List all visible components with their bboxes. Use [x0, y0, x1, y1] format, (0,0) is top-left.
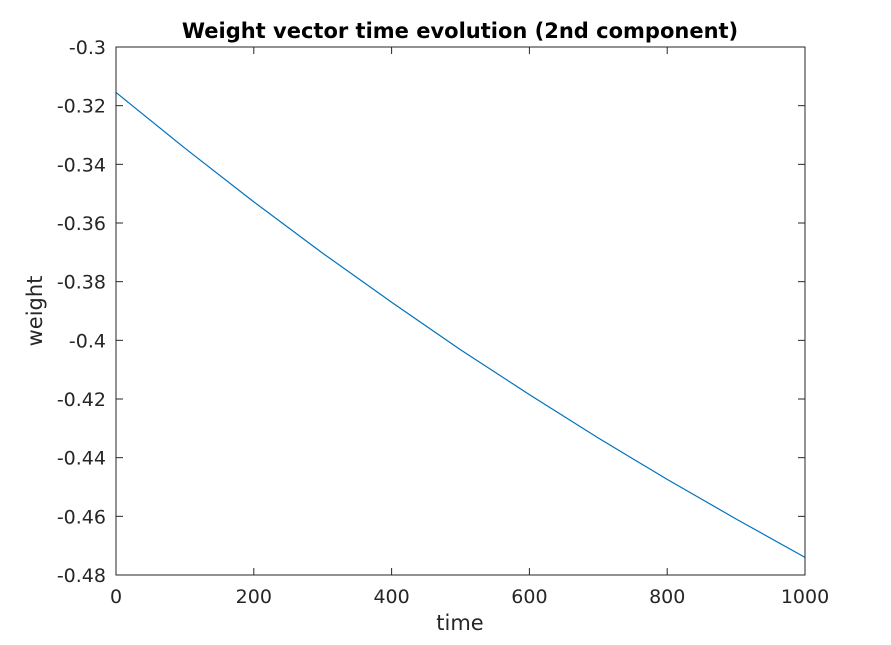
- y-axis: -0.3 -0.32 -0.34 -0.36 -0.38 -0.4 -0.42 -0.44 -0…: [57, 37, 805, 587]
- y-tick-label: -0.38: [57, 272, 106, 294]
- chart-title: Weight vector time evolution (2nd compon…: [182, 19, 738, 43]
- x-tick-label: 800: [649, 586, 685, 608]
- x-tick-label: 0: [110, 586, 122, 608]
- x-tick-label: 1000: [781, 586, 829, 608]
- x-tick-label: 200: [236, 586, 272, 608]
- x-tick-label: 400: [373, 586, 409, 608]
- y-tick-label: -0.32: [57, 96, 106, 118]
- y-tick-label: -0.42: [57, 389, 106, 411]
- x-axis: 0 200 400 600 800 1000: [110, 47, 829, 608]
- y-tick-label: -0.46: [57, 506, 106, 528]
- y-tick-label: -0.36: [57, 213, 106, 235]
- y-tick-label: -0.4: [69, 330, 106, 352]
- y-tick-label: -0.3: [69, 37, 106, 59]
- y-tick-label: -0.44: [57, 448, 106, 470]
- y-axis-label: weight: [23, 276, 47, 347]
- x-axis-label: time: [436, 611, 483, 635]
- x-tick-label: 600: [511, 586, 547, 608]
- y-tick-label: -0.48: [57, 565, 106, 587]
- series-line-0: [115, 92, 806, 558]
- y-tick-label: -0.34: [57, 154, 106, 176]
- axes-box: [115, 46, 806, 576]
- plot-area: [116, 47, 805, 575]
- series-layer: [115, 92, 806, 558]
